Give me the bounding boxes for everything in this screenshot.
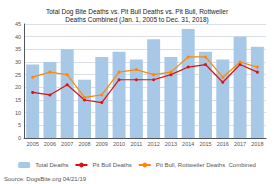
svg-text:35: 35 (15, 46, 21, 52)
svg-text:Deaths Combined (Jan. 1, 2005: Deaths Combined (Jan. 1, 2005 to Dec. 31… (65, 16, 208, 24)
svg-text:2014: 2014 (182, 141, 194, 147)
svg-text:2005: 2005 (27, 141, 39, 147)
svg-text:Pit Bull, Rottweiler Deaths C: Pit Bull, Rottweiler Deaths Combined (156, 162, 256, 168)
svg-text:45: 45 (15, 21, 21, 27)
svg-text:0: 0 (18, 135, 21, 141)
svg-text:20: 20 (15, 84, 21, 90)
svg-text:Total Dog Bite Deaths vs. Pit: Total Dog Bite Deaths vs. Pit Bull Death… (46, 8, 229, 16)
svg-text:2013: 2013 (165, 141, 177, 147)
svg-text:40: 40 (15, 34, 21, 40)
svg-text:5: 5 (18, 122, 21, 128)
svg-text:Pit Bull Deaths: Pit Bull Deaths (92, 162, 131, 168)
svg-text:Source: DogsBite.org 04/21/19: Source: DogsBite.org 04/21/19 (4, 176, 87, 182)
svg-text:2018: 2018 (251, 141, 263, 147)
svg-text:25: 25 (15, 72, 21, 78)
svg-text:2009: 2009 (96, 141, 108, 147)
svg-text:2010: 2010 (113, 141, 125, 147)
svg-text:30: 30 (15, 59, 21, 65)
svg-text:2006: 2006 (44, 141, 56, 147)
svg-text:2016: 2016 (217, 141, 229, 147)
svg-text:Total Deaths: Total Deaths (35, 162, 68, 168)
svg-text:2007: 2007 (61, 141, 73, 147)
svg-text:15: 15 (15, 97, 21, 103)
svg-text:2011: 2011 (130, 141, 142, 147)
svg-text:10: 10 (15, 110, 21, 116)
svg-text:2017: 2017 (234, 141, 246, 147)
svg-text:2012: 2012 (148, 141, 160, 147)
svg-text:2008: 2008 (78, 141, 90, 147)
svg-text:2015: 2015 (199, 141, 211, 147)
